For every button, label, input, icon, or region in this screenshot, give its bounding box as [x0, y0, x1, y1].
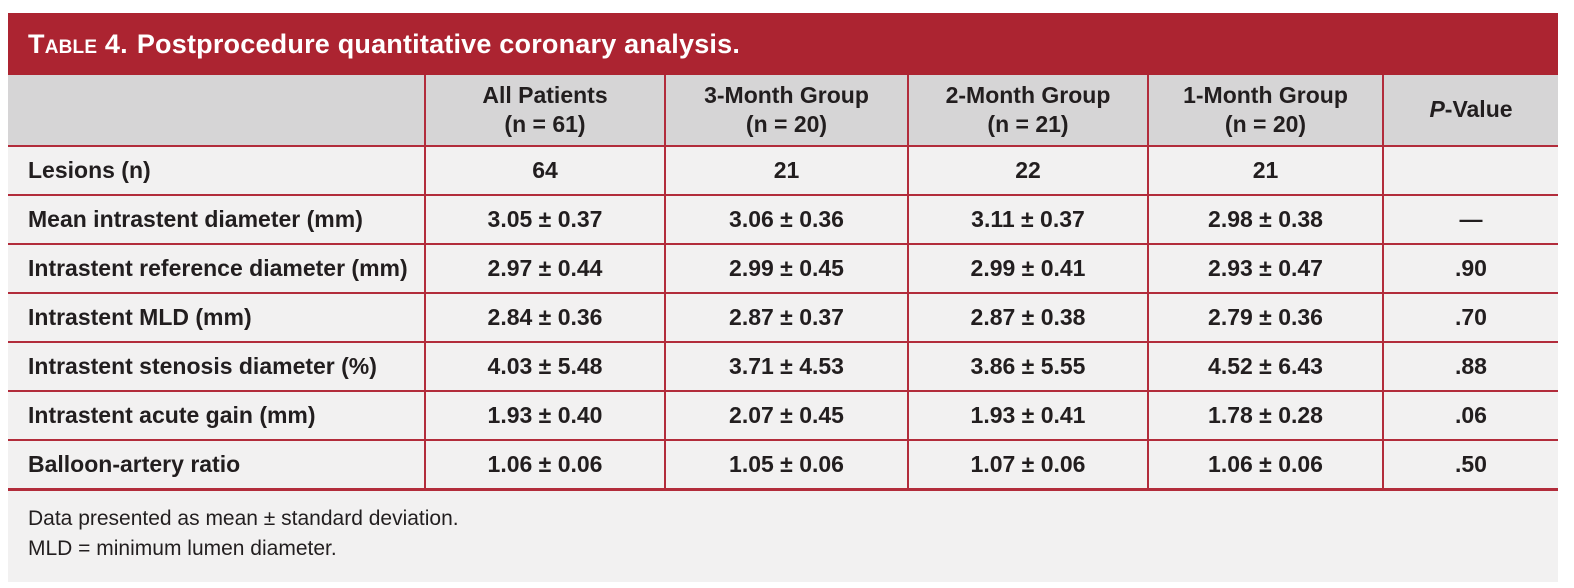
cell-value: 1.93 ± 0.40	[424, 391, 665, 441]
cell-value: 1.93 ± 0.41	[907, 391, 1148, 441]
row-label: Intrastent reference diameter (mm)	[8, 244, 425, 294]
header-all-patients-name: All Patients	[482, 81, 608, 108]
header-2-month-name: 2-Month Group	[945, 81, 1111, 108]
table-body: Lesions (n) 64 21 22 21 Mean intrastent …	[8, 146, 1558, 491]
header-2-month-n: (n = 21)	[987, 111, 1069, 137]
header-all-patients-n: (n = 61)	[504, 111, 586, 137]
table-row-intrastent-reference-diameter: Intrastent reference diameter (mm) 2.97 …	[8, 244, 1558, 294]
cell-value: 1.07 ± 0.06	[907, 440, 1148, 491]
cell-value: 1.06 ± 0.06	[424, 440, 665, 491]
cell-value: 4.52 ± 6.43	[1147, 342, 1383, 392]
header-1-month-name: 1-Month Group	[1183, 81, 1348, 108]
p-value-rest: -Value	[1444, 96, 1513, 123]
table-row-intrastent-stenosis-diameter: Intrastent stenosis diameter (%) 4.03 ± …	[8, 342, 1558, 392]
cell-value: .88	[1382, 342, 1558, 392]
table-row-balloon-artery-ratio: Balloon-artery ratio 1.06 ± 0.06 1.05 ± …	[8, 440, 1558, 491]
cell-value: .50	[1382, 440, 1558, 491]
table-row-mean-intrastent-diameter: Mean intrastent diameter (mm) 3.05 ± 0.3…	[8, 195, 1558, 245]
cell-value: 2.07 ± 0.45	[664, 391, 908, 441]
row-label: Intrastent stenosis diameter (%)	[8, 342, 425, 392]
cell-value: 21	[664, 146, 908, 196]
table-number-label: Table 4.	[28, 28, 128, 59]
row-label: Mean intrastent diameter (mm)	[8, 195, 425, 245]
header-3-month-group: 3-Month Group (n = 20)	[664, 75, 908, 147]
table-title-text: Postprocedure quantitative coronary anal…	[136, 28, 741, 59]
header-1-month-group: 1-Month Group (n = 20)	[1147, 75, 1383, 147]
cell-value: 3.71 ± 4.53	[664, 342, 908, 392]
header-p-value: P-Value	[1382, 75, 1558, 147]
table-title-bar: Table 4. Postprocedure quantitative coro…	[8, 13, 1558, 75]
cell-value: 1.05 ± 0.06	[664, 440, 908, 491]
footnote-mld-definition: MLD = minimum lumen diameter.	[28, 536, 337, 560]
cell-value: 3.11 ± 0.37	[907, 195, 1148, 245]
cell-value: 64	[424, 146, 665, 196]
header-3-month-name: 3-Month Group	[704, 81, 869, 108]
cell-value: 2.87 ± 0.38	[907, 293, 1148, 343]
header-1-month-n: (n = 20)	[1224, 111, 1307, 137]
cell-value: 2.98 ± 0.38	[1147, 195, 1383, 245]
cell-value: 21	[1147, 146, 1383, 196]
header-row: All Patients (n = 61) 3-Month Group (n =…	[8, 75, 1558, 147]
header-empty-cell	[8, 75, 425, 147]
table-row-intrastent-mld: Intrastent MLD (mm) 2.84 ± 0.36 2.87 ± 0…	[8, 293, 1558, 343]
row-label: Intrastent acute gain (mm)	[8, 391, 425, 441]
cell-value: .06	[1382, 391, 1558, 441]
cell-value: 2.84 ± 0.36	[424, 293, 665, 343]
cell-value: 4.03 ± 5.48	[424, 342, 665, 392]
cell-value: .70	[1382, 293, 1558, 343]
cell-value: 2.93 ± 0.47	[1147, 244, 1383, 294]
table-footnotes: Data presented as mean ± standard deviat…	[8, 490, 1558, 583]
p-value-italic-p: P	[1429, 96, 1445, 123]
row-label: Balloon-artery ratio	[8, 440, 425, 491]
row-label: Intrastent MLD (mm)	[8, 293, 425, 343]
header-all-patients: All Patients (n = 61)	[424, 75, 665, 147]
cell-value: —	[1382, 195, 1558, 245]
cell-value: 2.87 ± 0.37	[664, 293, 908, 343]
cell-value: .90	[1382, 244, 1558, 294]
table-header: All Patients (n = 61) 3-Month Group (n =…	[8, 75, 1558, 147]
cell-value: 22	[907, 146, 1148, 196]
cell-value: 2.99 ± 0.45	[664, 244, 908, 294]
cell-value: 3.05 ± 0.37	[424, 195, 665, 245]
cell-value: 1.06 ± 0.06	[1147, 440, 1383, 491]
table-row-intrastent-acute-gain: Intrastent acute gain (mm) 1.93 ± 0.40 2…	[8, 391, 1558, 441]
cell-value: 3.86 ± 5.55	[907, 342, 1148, 392]
footnote-data-presentation: Data presented as mean ± standard deviat…	[28, 506, 459, 530]
cell-value: 1.78 ± 0.28	[1147, 391, 1383, 441]
header-3-month-n: (n = 20)	[745, 111, 828, 137]
row-label: Lesions (n)	[8, 146, 425, 196]
qca-data-table: All Patients (n = 61) 3-Month Group (n =…	[8, 75, 1558, 491]
cell-value: 3.06 ± 0.36	[664, 195, 908, 245]
table-4-container: Table 4. Postprocedure quantitative coro…	[8, 13, 1558, 583]
header-2-month-group: 2-Month Group (n = 21)	[907, 75, 1148, 147]
cell-value: 2.99 ± 0.41	[907, 244, 1148, 294]
cell-value: 2.79 ± 0.36	[1147, 293, 1383, 343]
table-row-lesions: Lesions (n) 64 21 22 21	[8, 146, 1558, 196]
cell-value: 2.97 ± 0.44	[424, 244, 665, 294]
cell-value	[1382, 146, 1558, 196]
